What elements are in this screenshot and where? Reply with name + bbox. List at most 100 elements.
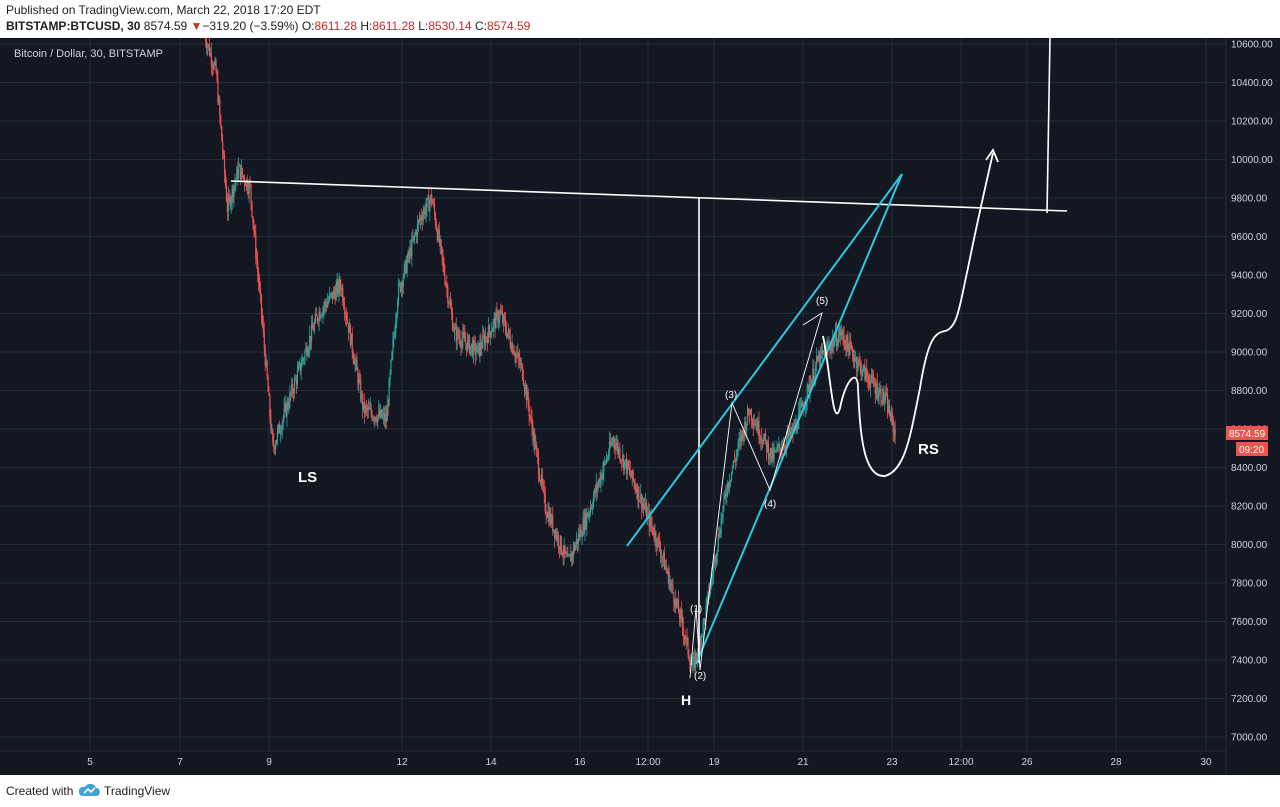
candle-body	[770, 448, 772, 460]
candle-body	[266, 361, 268, 378]
target-projection-line	[1046, 38, 1051, 214]
candle-body	[639, 500, 641, 502]
candle-body	[847, 335, 849, 346]
candle-body	[689, 659, 691, 666]
candle-body	[303, 358, 305, 360]
candle-body	[314, 314, 316, 323]
candle-body	[885, 393, 887, 400]
candle-body	[315, 314, 317, 316]
candle-body	[737, 442, 739, 451]
candle-body	[397, 284, 400, 301]
candle-body	[659, 540, 661, 550]
candle-body	[361, 394, 363, 400]
candle-body	[570, 554, 572, 562]
candle-body	[378, 410, 380, 416]
candle-body	[571, 552, 573, 562]
candle-body	[827, 345, 829, 348]
candle-body	[276, 430, 279, 440]
candle-body	[499, 311, 501, 320]
candle-body	[686, 636, 688, 638]
open-label: O:	[301, 19, 315, 33]
candle-body	[864, 365, 866, 380]
time-tick-label: 26	[1021, 757, 1033, 768]
candle-body	[687, 637, 689, 654]
candle-body	[600, 474, 602, 484]
candle-body	[514, 354, 516, 358]
candle-body	[339, 279, 341, 288]
candle-body	[368, 407, 370, 409]
candle-body	[835, 330, 838, 346]
candle-body	[223, 154, 226, 175]
candle-body	[589, 512, 591, 514]
candle-body	[886, 393, 888, 396]
candle-body	[466, 343, 468, 351]
price-change: −319.20 (−3.59%)	[202, 19, 299, 33]
candle-body	[487, 325, 490, 343]
candle-body	[277, 424, 280, 431]
candle-body	[630, 474, 632, 478]
time-tick-label: 23	[886, 757, 898, 768]
candle-body	[531, 417, 533, 428]
candle-body	[812, 368, 814, 381]
symbol-name[interactable]: BITSTAMP:BTCUSD, 30	[6, 19, 141, 33]
candle-body	[452, 329, 455, 332]
candle-body	[552, 515, 554, 532]
candle-body	[474, 342, 476, 355]
candle-body	[270, 416, 272, 431]
candle-body	[367, 407, 369, 411]
candle-body	[384, 414, 386, 422]
candle-body	[310, 335, 312, 342]
candle-body	[859, 361, 861, 364]
candle-body	[604, 461, 606, 463]
candle-body	[869, 380, 872, 388]
candle-body	[334, 293, 336, 301]
candle-body	[754, 423, 756, 426]
candle-body	[609, 441, 612, 446]
candle-body	[496, 311, 498, 313]
candle-body	[872, 377, 875, 384]
candle-body	[871, 373, 874, 378]
candle-body	[601, 474, 603, 479]
candle-body	[322, 308, 324, 316]
candle-body	[787, 432, 789, 437]
candle-body	[312, 329, 315, 331]
candle-body	[210, 52, 212, 65]
candle-body	[619, 448, 621, 460]
candle-body	[657, 537, 659, 548]
candle-body	[271, 429, 273, 431]
candle-body	[309, 335, 311, 349]
candle-body	[228, 196, 230, 198]
price-axis[interactable]: 7000.00 7200.00 7400.00 7600.00 7800.00 8000.…	[1231, 40, 1273, 744]
candle-body	[456, 329, 458, 342]
candle-body	[675, 598, 677, 608]
tradingview-cloud-icon[interactable]	[78, 783, 100, 797]
candle-body	[506, 333, 508, 337]
candle-body	[831, 344, 833, 352]
candle-body	[879, 388, 881, 391]
price-chart[interactable]: 7000.00 7200.00 7400.00 7600.00 7800.00 8000.…	[0, 38, 1280, 775]
candle-body	[389, 372, 391, 380]
candle-body	[485, 336, 488, 339]
candle-body	[471, 343, 473, 356]
candle-body	[383, 413, 386, 422]
candle-body	[495, 311, 497, 329]
candle-body	[306, 347, 308, 356]
time-tick-label: 21	[797, 757, 809, 768]
candle-body	[398, 283, 401, 285]
candle-body	[358, 379, 360, 385]
candle-body	[284, 404, 286, 408]
tradingview-brand[interactable]: TradingView	[104, 784, 171, 798]
candle-body	[227, 196, 229, 212]
candle-body	[854, 357, 857, 359]
candle-body	[719, 534, 721, 537]
candle-body	[290, 392, 292, 394]
candle-body	[415, 232, 417, 236]
current-price-label: 8574.59	[1229, 429, 1266, 440]
candle-body	[808, 384, 810, 393]
candle-body	[255, 233, 257, 258]
price-tick-label: 7000.00	[1231, 733, 1268, 744]
candle-body	[732, 460, 735, 468]
right-shoulder-label: RS	[918, 441, 939, 458]
candle-body	[696, 654, 699, 657]
time-axis[interactable]: 5 7 9 12 14 16 12:00 19 21 23 12:00 26 28 30	[87, 757, 1212, 768]
